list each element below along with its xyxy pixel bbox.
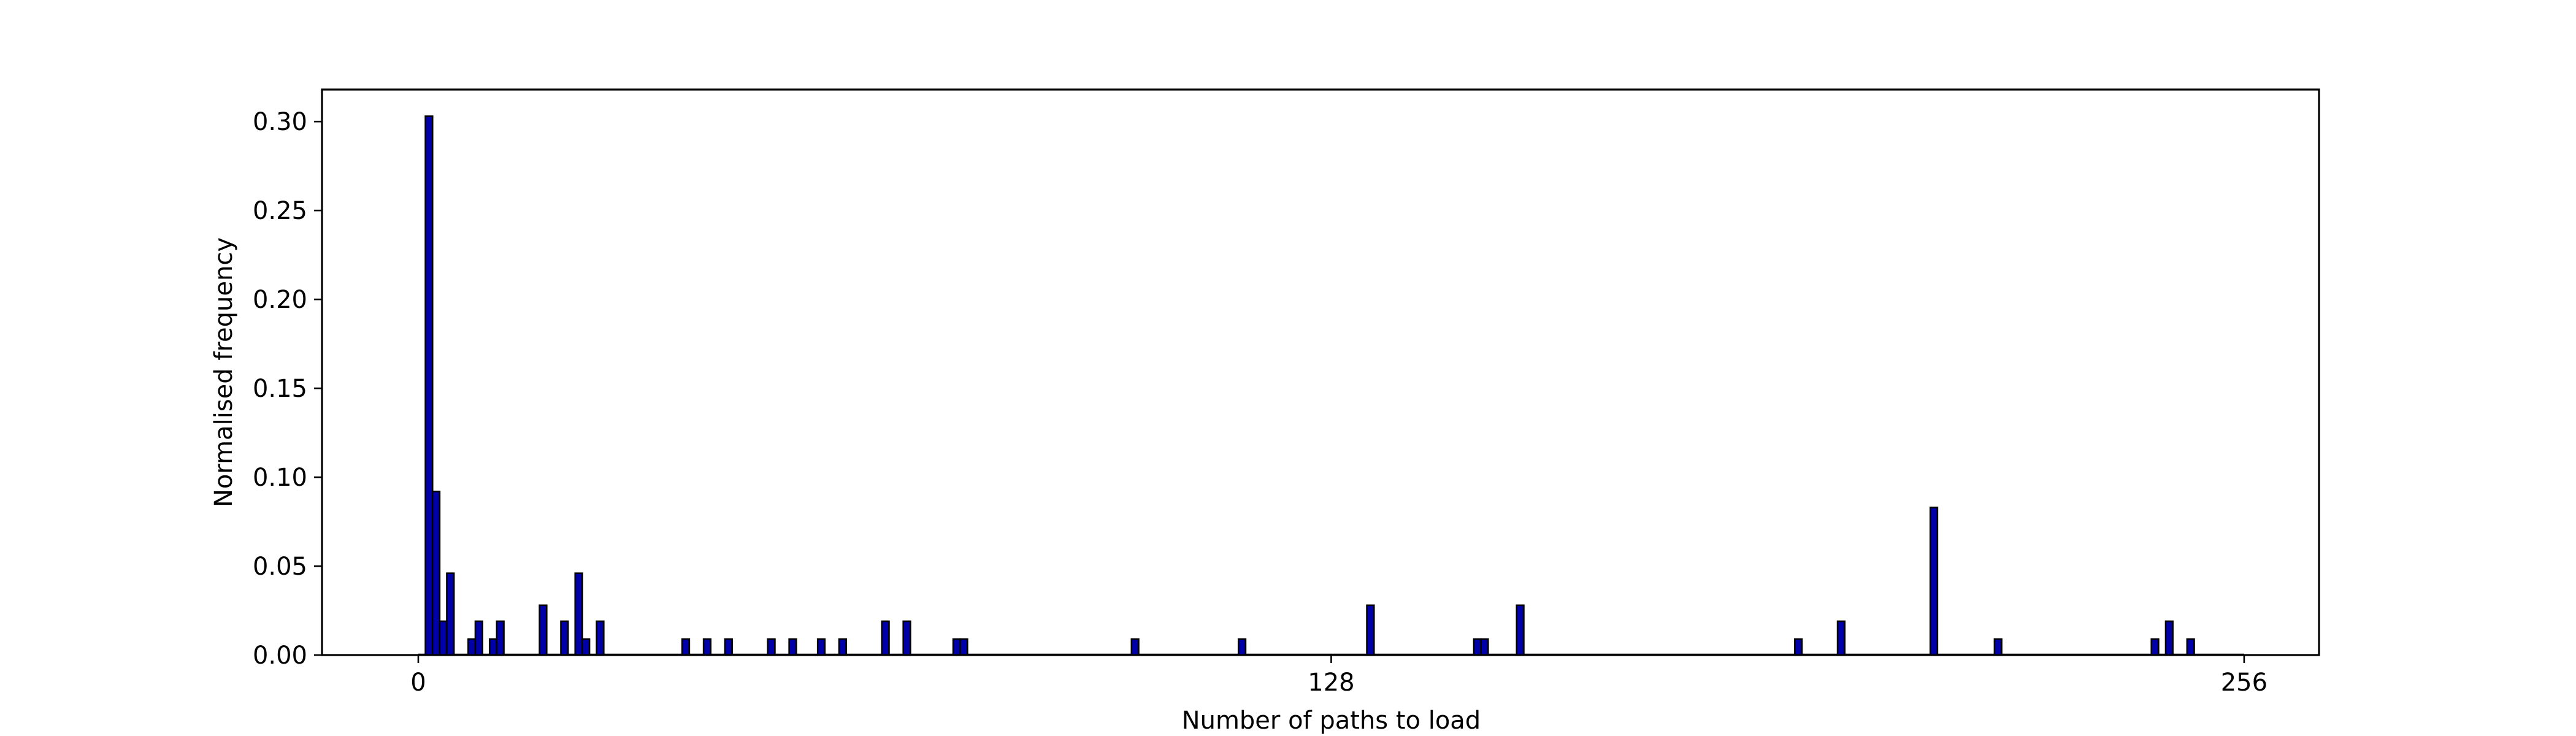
- histogram-bar: [2150, 638, 2160, 656]
- x-axis-label: Number of paths to load: [1182, 707, 1481, 735]
- histogram-bar: [902, 620, 911, 656]
- histogram-bar: [767, 638, 776, 656]
- histogram-bar: [1130, 638, 1140, 656]
- y-axis: 0.00 0.05 0.10 0.15 0.20 0.25 0.30: [253, 108, 322, 670]
- plot-frame: [321, 88, 2320, 656]
- histogram-bar: [1237, 638, 1247, 656]
- histogram-bar: [574, 572, 583, 656]
- y-tick-label: 0.30: [253, 108, 307, 136]
- histogram-bar: [1366, 604, 1375, 656]
- histogram-bar: [474, 620, 483, 656]
- histogram-bar: [952, 638, 962, 656]
- x-tick-label: 128: [1308, 669, 1354, 697]
- histogram-bar: [1929, 507, 1939, 656]
- histogram-bar: [1993, 638, 2003, 656]
- histogram-bar: [788, 638, 797, 656]
- y-tick-label: 0.20: [253, 286, 307, 314]
- y-axis-label: Normalised frequency: [210, 237, 238, 507]
- histogram-bar: [724, 638, 733, 656]
- y-tick-label: 0.05: [253, 553, 307, 581]
- histogram-bar: [838, 638, 847, 656]
- histogram-bar: [539, 604, 548, 656]
- histogram-bar: [488, 638, 498, 656]
- histogram-bar: [424, 115, 434, 656]
- y-tick-label: 0.15: [253, 375, 307, 403]
- histogram-bar: [496, 620, 505, 656]
- x-tick-label: 256: [2221, 669, 2267, 697]
- histogram-bar: [467, 638, 477, 656]
- histogram-bar: [2186, 638, 2195, 656]
- histogram-bar: [1836, 620, 1846, 656]
- histogram-bar: [2164, 620, 2174, 656]
- histogram-bar: [1794, 638, 1803, 656]
- histogram-bar: [596, 620, 605, 656]
- histogram-bar: [702, 638, 712, 656]
- histogram-bar: [1480, 638, 1489, 656]
- histogram-bar: [439, 620, 448, 656]
- histogram-bar: [560, 620, 569, 656]
- histogram-bar: [881, 620, 890, 656]
- x-tick-label: 0: [410, 669, 426, 697]
- y-tick-label: 0.00: [253, 642, 307, 670]
- histogram-bar: [431, 490, 441, 656]
- y-tick-label: 0.25: [253, 197, 307, 225]
- histogram-bar: [581, 638, 591, 656]
- histogram-bar: [681, 638, 691, 656]
- x-axis: 0 128 256: [410, 655, 2267, 697]
- histogram-bar: [1516, 604, 1525, 656]
- histogram-bar: [1473, 638, 1482, 656]
- histogram-bar: [959, 638, 968, 656]
- histogram-bar: [816, 638, 826, 656]
- histogram-bar: [446, 572, 455, 656]
- y-tick-label: 0.10: [253, 464, 307, 492]
